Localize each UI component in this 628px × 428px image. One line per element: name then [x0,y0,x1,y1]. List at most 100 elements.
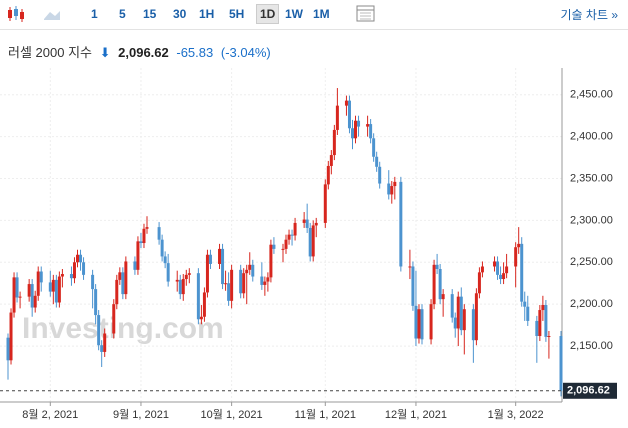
candle-body [344,100,348,106]
y-tick-label: 2,200.00 [570,298,613,310]
candle-body [15,277,19,298]
interval-button[interactable]: 1 [91,7,98,21]
instrument-title: 러셀 2000 지수 [8,45,92,60]
candle-body [417,309,421,339]
watermark: Investing.com [22,312,224,345]
candle-body [57,276,61,303]
candle-body [438,268,442,300]
candle-body [366,124,370,127]
down-arrow: ⬇ [99,45,111,60]
tech-chart-link[interactable]: 기술 차트 » [560,8,618,22]
candle-body [54,279,58,303]
candle-body [79,254,83,263]
x-tick-label: 9월 1, 2021 [113,408,169,421]
candle-body [60,274,64,277]
candle-body [133,261,137,270]
toolbar: 1 5 15 30 1H 5H 1D 1W 1M 기술 차트 » [0,0,628,30]
x-tick-label: 10월 1, 2021 [201,408,263,421]
y-tick-label: 2,250.00 [570,256,613,268]
candle-body [103,333,107,352]
settings-icon[interactable] [356,5,376,23]
candle-body [456,296,460,329]
candle-body [450,294,454,318]
candle-body [260,276,264,285]
candle-body [208,254,212,264]
candle-body [350,128,354,139]
candle-body [499,274,503,280]
interval-button[interactable]: 1M [313,7,330,21]
candle-icon[interactable] [8,6,24,22]
candle-body [332,129,336,156]
candle-body [145,227,149,229]
candle-body [166,263,170,282]
candle-body [82,262,86,275]
candle-body [94,289,98,316]
candle-body [547,336,551,338]
candle-body [477,272,481,294]
candle-body [323,184,327,223]
interval-button[interactable]: 1D [256,4,280,24]
y-tick-label: 2,400.00 [570,131,613,143]
candle-body [142,228,146,244]
candle-body [248,264,252,270]
candle-body [357,120,361,127]
candle-body [354,120,358,139]
candle-body [266,277,270,282]
candle-body [559,336,563,391]
candle-body [502,273,506,280]
candle-body [245,269,249,274]
candle-body [9,312,13,361]
candle-body [308,227,312,257]
candle-body [239,269,243,294]
interval-button[interactable]: 5 [119,7,126,21]
candle-body [175,279,179,282]
candle-body [178,279,182,295]
candle-body [199,316,203,320]
candle-body [369,124,373,139]
candle-body [196,273,200,320]
candle-body [462,309,466,331]
candle-body [33,295,37,308]
candle-body [281,248,285,250]
interval-button[interactable]: 15 [143,7,157,21]
candle-body [251,264,255,277]
candle-body [293,222,297,236]
candle-body [314,222,318,226]
candle-body [302,219,306,223]
candle-body [541,305,545,311]
candle-body [378,166,382,184]
candle-body [18,296,22,298]
candle-body [100,345,104,352]
last-price-label: 2,096.62 [567,385,610,397]
y-tick-label: 2,450.00 [570,89,613,101]
interval-button[interactable]: 30 [173,7,187,21]
candle-body [121,272,125,295]
candle-body [326,165,330,185]
candle-body [39,271,43,283]
candle-body [224,283,228,285]
candle-body [393,181,397,187]
candle-body [526,306,530,321]
candle-body [181,279,185,295]
candle-body [284,239,288,249]
interval-button[interactable]: 1H [199,7,215,21]
area-icon[interactable] [44,9,60,20]
price: 2,096.62 [118,45,169,60]
y-tick-label: 2,150.00 [570,340,613,352]
candle-body [136,241,140,270]
candle-body [372,138,376,157]
x-tick-label: 11월 1, 2021 [295,408,356,421]
candle-body [311,225,315,257]
interval-button[interactable]: 5H [229,7,245,21]
candle-body [263,281,267,285]
x-tick-label: 1월 3, 2022 [488,408,544,421]
interval-button[interactable]: 1W [285,7,303,21]
candle-body [6,337,10,361]
chart-type-icons [8,6,60,22]
candle-body [441,294,445,300]
candle-body [72,262,76,279]
candle-body [505,266,509,274]
candle-body [535,320,539,337]
candle-body [453,317,457,329]
